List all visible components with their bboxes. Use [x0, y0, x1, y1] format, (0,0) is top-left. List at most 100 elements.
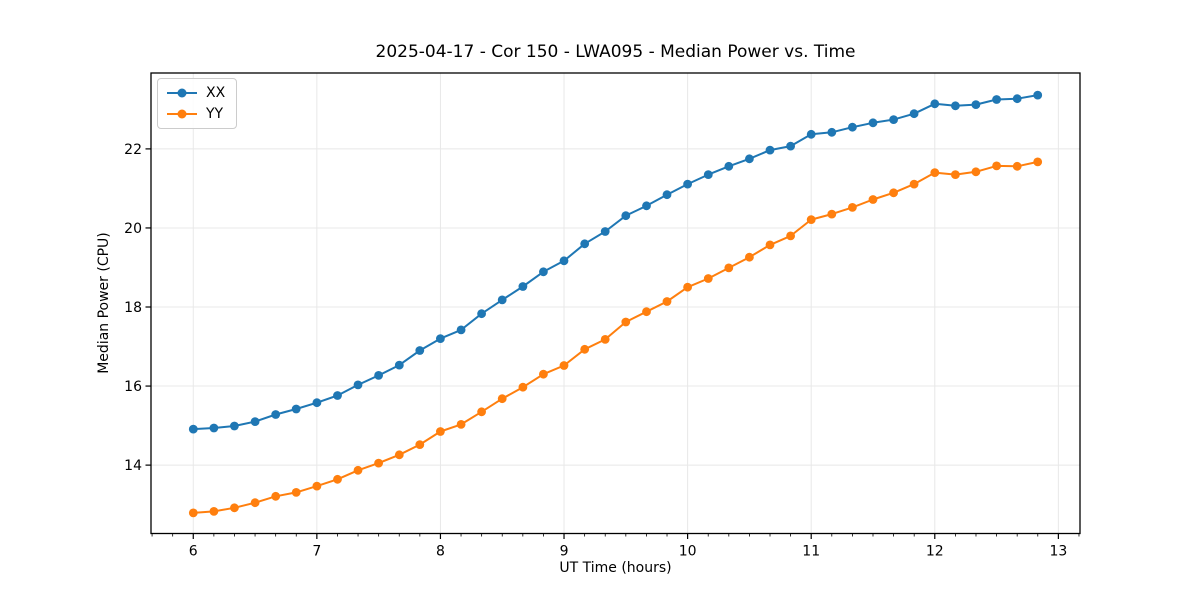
data-point-xx	[806, 129, 816, 139]
data-point-xx	[271, 410, 281, 419]
data-point-xx	[848, 122, 857, 132]
data-point-xx	[374, 371, 383, 380]
data-point-yy	[580, 344, 590, 354]
data-point-xx	[1033, 90, 1043, 100]
data-point-xx	[827, 127, 837, 137]
data-point-xx	[456, 325, 466, 335]
data-point-yy	[312, 481, 322, 491]
data-point-xx	[559, 256, 569, 266]
axis-ticks	[145, 148, 1080, 539]
data-point-yy	[209, 507, 219, 516]
data-point-xx	[703, 170, 713, 180]
x-tick-label: 6	[189, 544, 198, 560]
axes-spine	[150, 72, 1081, 535]
data-point-xx	[518, 282, 528, 291]
data-point-xx	[786, 141, 795, 151]
series-line-xx	[192, 94, 1039, 431]
data-point-xx	[745, 154, 754, 164]
series-line-yy	[192, 160, 1039, 514]
x-tick-label: 12	[926, 544, 944, 560]
x-axis-label: UT Time (hours)	[559, 560, 672, 576]
data-point-yy	[662, 297, 672, 306]
data-point-yy	[353, 465, 363, 475]
data-point-xx	[642, 201, 651, 211]
data-point-yy	[951, 170, 960, 180]
x-tick-label: 9	[560, 544, 569, 560]
y-tick-label: 16	[124, 379, 142, 395]
data-point-yy	[909, 179, 919, 189]
data-point-yy	[271, 491, 281, 501]
legend: XX YY	[157, 78, 238, 129]
data-point-xx	[580, 239, 590, 249]
data-point-yy	[600, 335, 610, 344]
data-point-xx	[909, 109, 919, 119]
line-marker-icon	[167, 88, 197, 98]
data-point-xx	[291, 404, 301, 414]
data-point-yy	[971, 167, 981, 177]
data-point-xx	[477, 309, 486, 319]
data-point-xx	[621, 211, 631, 221]
x-tick-label: 8	[436, 544, 445, 560]
line-marker-icon	[167, 109, 197, 119]
data-point-yy	[230, 503, 239, 513]
legend-entry-xx: XX	[167, 84, 225, 102]
data-point-yy	[1033, 157, 1043, 167]
legend-label-xx: XX	[206, 85, 226, 101]
data-point-yy	[930, 168, 940, 178]
data-point-yy	[806, 215, 816, 225]
data-point-yy	[765, 240, 775, 250]
data-point-yy	[848, 203, 857, 212]
x-tick-label: 11	[802, 544, 820, 560]
x-tick-label: 7	[312, 544, 321, 560]
data-point-yy	[786, 231, 795, 241]
x-tick-label: 13	[1049, 544, 1067, 560]
data-point-xx	[951, 101, 960, 111]
data-point-yy	[188, 508, 198, 518]
data-point-xx	[188, 424, 198, 434]
data-point-yy	[683, 282, 692, 292]
data-point-yy	[724, 263, 734, 273]
data-point-yy	[394, 450, 404, 460]
data-point-yy	[291, 488, 301, 497]
data-point-xx	[765, 145, 775, 155]
data-point-xx	[600, 227, 610, 236]
tick-labels: 6 7 8 9 10 11 12 13 14 16 18 20 22	[124, 142, 1067, 560]
data-point-xx	[415, 346, 425, 355]
data-point-yy	[827, 209, 837, 219]
x-tick-label: 10	[679, 544, 697, 560]
data-point-yy	[539, 369, 548, 379]
data-point-xx	[250, 417, 260, 426]
y-axis-label: Median Power (CPU)	[96, 232, 112, 374]
y-tick-label: 20	[124, 221, 142, 237]
legend-label-yy: YY	[206, 106, 224, 122]
data-point-yy	[992, 161, 1001, 171]
data-point-yy	[250, 498, 260, 508]
data-point-yy	[374, 458, 383, 468]
data-point-yy	[889, 188, 898, 198]
data-point-xx	[436, 334, 445, 343]
data-point-yy	[703, 274, 713, 283]
data-point-xx	[889, 115, 898, 124]
data-point-yy	[1012, 161, 1022, 171]
grid-lines	[151, 73, 1080, 534]
data-point-yy	[333, 474, 342, 484]
data-point-xx	[497, 295, 507, 305]
data-point-xx	[394, 360, 404, 370]
data-point-xx	[1012, 94, 1022, 104]
data-point-xx	[930, 99, 940, 109]
data-point-yy	[456, 420, 466, 429]
data-point-xx	[333, 391, 342, 400]
legend-entry-yy: YY	[167, 105, 225, 123]
data-point-yy	[436, 427, 445, 436]
data-point-xx	[353, 380, 363, 390]
data-point-yy	[518, 382, 528, 392]
y-tick-label: 18	[124, 300, 142, 316]
data-point-xx	[230, 421, 239, 431]
data-point-xx	[992, 95, 1001, 104]
data-point-yy	[497, 394, 507, 404]
data-point-xx	[683, 179, 692, 189]
data-point-xx	[724, 161, 734, 171]
data-series	[188, 90, 1043, 518]
